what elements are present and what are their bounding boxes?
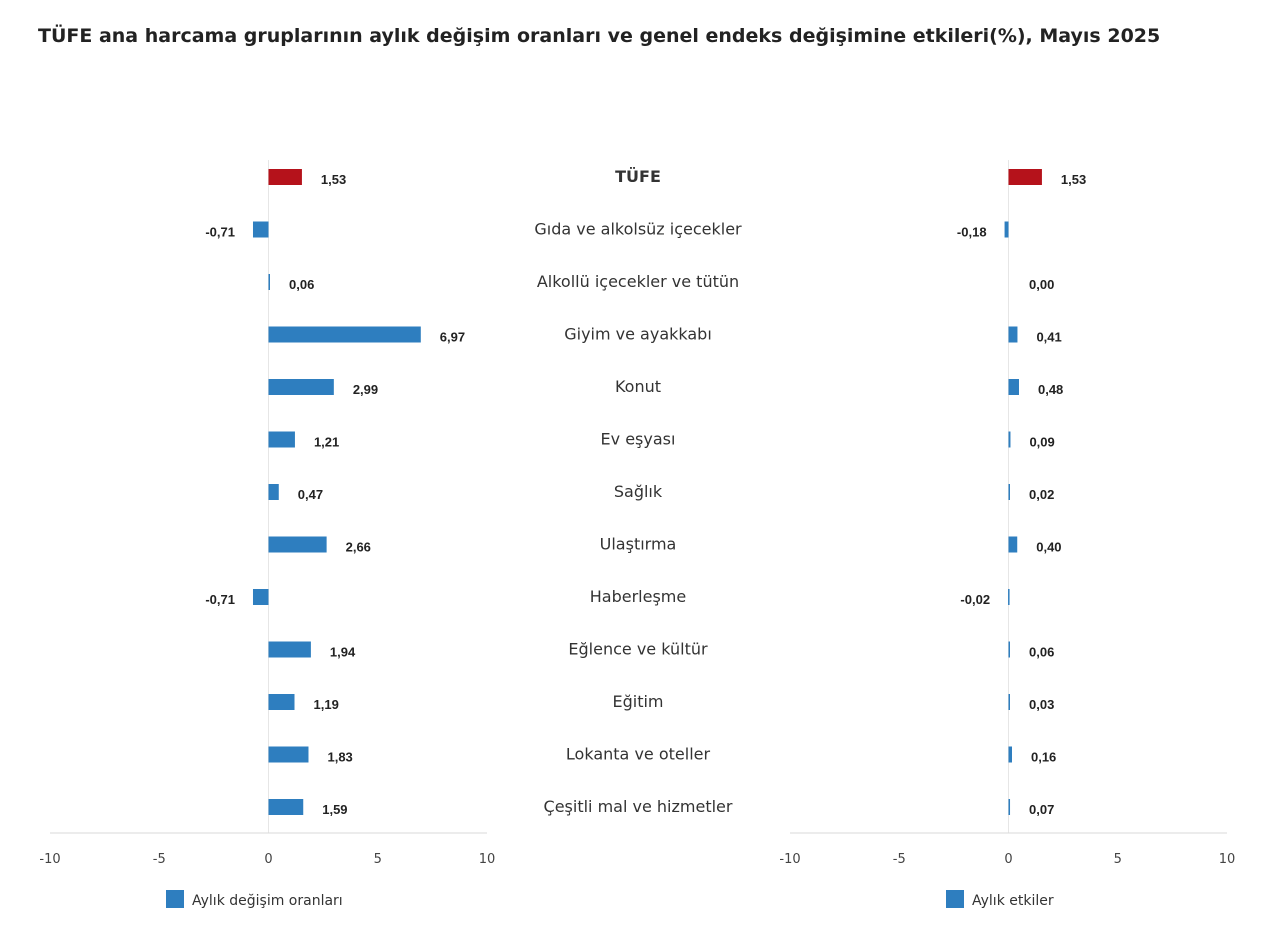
category-label: Sağlık [614,482,663,501]
bar [268,536,327,553]
data-label: -0,71 [205,225,235,240]
data-label: 0,48 [1038,382,1063,397]
bar [1008,169,1042,185]
data-label: 2,66 [346,540,371,555]
data-label: 0,16 [1031,750,1056,765]
x-tick-label: -10 [779,852,800,867]
data-label: 0,47 [298,487,323,502]
data-label: 1,19 [314,697,339,712]
bar [268,326,421,343]
data-label: 1,83 [327,750,352,765]
bar [252,221,269,238]
x-tick-label: -10 [39,852,60,867]
category-label: Giyim ve ayakkabı [564,325,712,344]
legend-swatch [946,890,964,908]
chart-title: TÜFE ana harcama gruplarının aylık değiş… [38,25,1161,47]
x-tick-label: -5 [893,852,906,867]
data-label: -0,71 [205,592,235,607]
data-label: 1,53 [1061,172,1086,187]
bar [1008,326,1018,343]
data-label: -0,02 [960,592,990,607]
bar [268,746,309,763]
legend-swatch [166,890,184,908]
category-label: Haberleşme [590,587,686,606]
category-label: Alkollü içecekler ve tütün [537,272,739,291]
data-label: -0,18 [957,225,987,240]
bar [268,484,279,500]
category-label: Eğlence ve kültür [568,640,708,659]
bar [1008,536,1018,553]
bar [268,274,270,290]
data-label: 1,59 [322,802,347,817]
legend-label: Aylık etkiler [972,893,1054,909]
data-label: 0,03 [1029,697,1054,712]
bar [1008,484,1010,500]
bar [268,169,302,185]
category-label: Çeşitli mal ve hizmetler [544,797,733,816]
x-tick-label: -5 [153,852,166,867]
category-label: Ulaştırma [600,535,677,554]
x-tick-label: 5 [1114,852,1122,867]
data-label: 0,40 [1036,540,1061,555]
bar [1008,589,1010,605]
data-label: 2,99 [353,382,378,397]
data-label: 0,06 [289,277,314,292]
data-label: 0,06 [1029,645,1054,660]
bar [252,589,269,605]
category-label: Ev eşyası [601,430,676,449]
data-label: 1,94 [330,645,356,660]
data-label: 0,07 [1029,802,1054,817]
bar [1004,221,1009,238]
bar [268,379,334,395]
x-tick-label: 0 [264,852,272,867]
data-label: 1,53 [321,172,346,187]
data-label: 1,21 [314,435,339,450]
data-label: 0,09 [1029,435,1054,450]
data-label: 0,00 [1029,277,1054,292]
bar [268,694,295,710]
bar [1008,694,1010,710]
x-tick-label: 10 [479,852,496,867]
bar [1008,746,1012,763]
category-label: Lokanta ve oteller [566,745,711,764]
data-label: 0,02 [1029,487,1054,502]
data-label: 6,97 [440,330,465,345]
bar [1008,431,1011,448]
x-tick-label: 10 [1219,852,1236,867]
x-tick-label: 0 [1004,852,1012,867]
bar [1008,641,1010,658]
legend-label: Aylık değişim oranları [192,893,343,909]
data-label: 0,41 [1036,330,1061,345]
bar [1008,799,1011,815]
x-tick-label: 5 [374,852,382,867]
bar [1008,379,1019,395]
category-label: Gıda ve alkolsüz içecekler [534,220,742,239]
bar [268,641,311,658]
category-label: Eğitim [612,692,663,711]
bar [268,799,304,815]
category-label: Konut [615,377,661,396]
category-label: TÜFE [615,167,661,186]
bar [268,431,295,448]
